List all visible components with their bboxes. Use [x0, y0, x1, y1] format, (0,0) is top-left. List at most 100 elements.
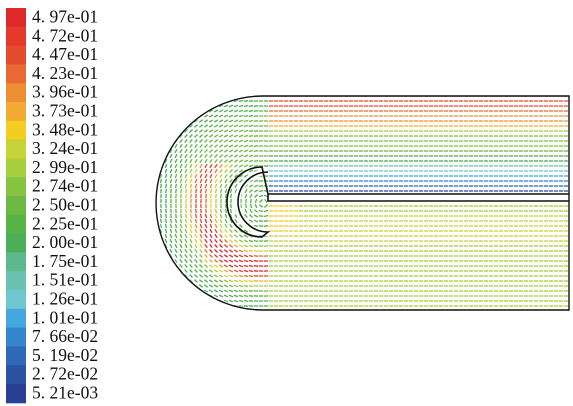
velocity-vector [184, 268, 188, 274]
velocity-vector [189, 138, 193, 144]
colorbar-tick-label: 1. 51e-01 [32, 270, 98, 290]
velocity-vector [164, 238, 168, 244]
inner-bend-wall [234, 169, 269, 236]
colorbar-tick-label: 5. 19e-02 [32, 345, 98, 365]
velocity-vector [179, 133, 183, 139]
velocity-vector [243, 114, 249, 118]
velocity-vector [184, 238, 188, 244]
velocity-vector [214, 154, 218, 158]
velocity-vector [213, 124, 219, 128]
velocity-vector [164, 158, 168, 164]
velocity-vector [223, 149, 229, 153]
velocity-vector [169, 183, 173, 189]
velocity-vector [258, 190, 264, 192]
velocity-vector [203, 269, 209, 273]
velocity-vector [234, 218, 238, 224]
colorbar-tick-label: 5. 21e-03 [32, 383, 98, 403]
velocity-vector [253, 224, 259, 228]
velocity-vector [248, 134, 254, 138]
velocity-vector [233, 234, 239, 238]
velocity-vector [214, 244, 218, 248]
colorbar-swatch [6, 308, 26, 329]
velocity-vector [164, 168, 168, 174]
velocity-vector [228, 134, 234, 138]
velocity-vector [243, 124, 249, 128]
velocity-vector [253, 209, 259, 213]
velocity-vector [224, 173, 228, 179]
velocity-vector [214, 218, 218, 224]
velocity-vector [179, 143, 183, 149]
velocity-vector [169, 173, 173, 179]
velocity-vector [229, 193, 233, 199]
velocity-vector [248, 249, 254, 253]
velocity-vector [208, 269, 214, 273]
velocity-vector [229, 218, 233, 224]
velocity-vector [219, 188, 223, 194]
velocity-vector [185, 188, 187, 194]
velocity-vector [214, 213, 218, 219]
velocity-vector [204, 178, 208, 184]
colorbar-tick-label: 1. 01e-01 [32, 307, 98, 327]
velocity-vector [238, 304, 244, 308]
velocity-vector [248, 159, 254, 163]
velocity-vector [219, 228, 223, 234]
velocity-vector [223, 254, 229, 258]
velocity-vector [214, 228, 218, 234]
velocity-vector [189, 243, 193, 249]
velocity-vector [198, 274, 204, 278]
velocity-vector [238, 124, 244, 128]
velocity-vector [214, 238, 218, 244]
velocity-vector [229, 173, 233, 179]
velocity-vector [174, 253, 178, 259]
velocity-vector [224, 193, 228, 199]
velocity-vector [174, 238, 178, 244]
velocity-vector [228, 144, 234, 148]
velocity-vector [243, 129, 249, 133]
velocity-vector [218, 129, 224, 133]
velocity-vector [233, 259, 239, 263]
velocity-vector [179, 163, 183, 169]
velocity-vector [179, 153, 183, 159]
velocity-vector [219, 233, 223, 239]
velocity-vector [233, 284, 239, 288]
velocity-vector [248, 115, 254, 117]
velocity-vector [233, 244, 239, 248]
velocity-vector [213, 289, 219, 293]
velocity-vector [248, 259, 254, 263]
velocity-vector [199, 253, 203, 259]
velocity-vector [248, 125, 254, 127]
velocity-vector [233, 104, 239, 108]
velocity-vector [238, 274, 244, 278]
velocity-vector [184, 228, 188, 234]
colorbar-swatch [6, 45, 26, 65]
velocity-vector [204, 218, 208, 224]
velocity-vector [184, 263, 188, 269]
velocity-vector [164, 218, 168, 224]
velocity-vector [159, 228, 163, 234]
velocity-vector [208, 264, 214, 268]
velocity-vector [175, 188, 177, 194]
velocity-vector [229, 223, 233, 229]
velocity-vector [223, 134, 229, 138]
velocity-vector [243, 234, 249, 238]
velocity-vector [248, 149, 254, 153]
velocity-vector [213, 264, 219, 268]
velocity-vector [169, 178, 173, 184]
velocity-vector [169, 233, 173, 239]
velocity-vector [233, 274, 239, 278]
velocity-vector [253, 179, 259, 183]
velocity-vector [194, 274, 198, 278]
velocity-vector [174, 183, 178, 189]
velocity-vector [243, 259, 249, 263]
velocity-vector [228, 244, 234, 248]
velocity-vector [184, 223, 188, 229]
velocity-vector [233, 289, 239, 293]
velocity-vector [174, 178, 178, 184]
velocity-vector [179, 168, 183, 174]
velocity-vector [165, 188, 167, 194]
velocity-vector [233, 169, 239, 173]
velocity-vector [174, 153, 178, 159]
velocity-vector [199, 228, 203, 234]
velocity-vector [219, 218, 223, 224]
velocity-vector [248, 169, 254, 173]
